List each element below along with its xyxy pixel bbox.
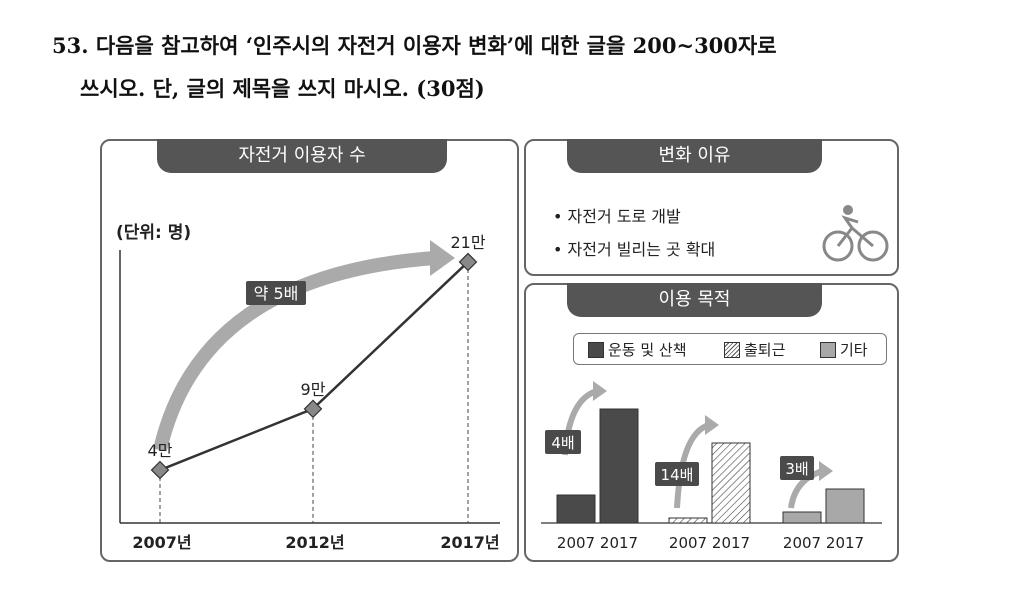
data-point: [150, 460, 170, 480]
x-tick-label: 2017: [600, 534, 638, 552]
growth-arrow: [788, 468, 824, 509]
growth-badge-label: 14배: [661, 466, 694, 484]
purpose-title: 이용 목적: [567, 283, 822, 317]
cyclist-icon: [822, 205, 889, 262]
growth-arrow-head: [819, 461, 833, 481]
data-label: 4만: [148, 441, 173, 460]
legend-swatch-other: [820, 342, 836, 358]
bar: [599, 408, 639, 524]
bar: [556, 494, 596, 524]
legend-label: 출퇴근: [744, 341, 786, 359]
legend-swatch-commute: [724, 342, 740, 358]
user-count-panel: [100, 139, 519, 562]
x-tick-label: 2017: [712, 534, 750, 552]
bar: [668, 517, 708, 524]
growth-arrow-head: [593, 381, 607, 401]
data-point: [303, 399, 323, 419]
growth-badge: [246, 281, 306, 305]
growth-badge-label: 4배: [551, 434, 574, 452]
growth-badge: [780, 456, 814, 480]
growth-badge: [655, 462, 699, 486]
growth-badge: [545, 430, 581, 454]
x-tick-label: 2007: [669, 534, 707, 552]
series-line: [159, 261, 469, 472]
growth-arrow-head: [705, 415, 719, 435]
legend-swatch-exercise: [588, 342, 604, 358]
data-label: 21만: [450, 233, 485, 252]
growth-arrow: [153, 251, 436, 452]
bar: [825, 488, 865, 524]
reason-item: • 자전거 빌리는 곳 확대: [553, 240, 716, 259]
x-tick-label: 2007: [557, 534, 595, 552]
x-tick-label: 2007년: [132, 533, 191, 552]
growth-badge-label: 3배: [785, 460, 808, 478]
growth-badge-label: 약 5배: [254, 284, 299, 303]
reasons-title: 변화 이유: [567, 139, 822, 173]
question-line-1: 53. 다음을 참고하여 ‘인주시의 자전거 이용자 변화’에 대한 글을 20…: [52, 33, 777, 58]
growth-arrow: [674, 422, 711, 509]
x-tick-label: 2007: [783, 534, 821, 552]
data-point: [458, 252, 478, 272]
x-tick-label: 2017: [826, 534, 864, 552]
bar: [711, 442, 751, 524]
unit-label: (단위: 명): [116, 223, 192, 243]
legend: 운동 및 산책 출퇴근 기타: [573, 333, 887, 365]
legend-label: 기타: [840, 341, 868, 359]
data-label: 9만: [301, 380, 326, 399]
x-tick-label: 2012년: [285, 533, 344, 552]
legend-label: 운동 및 산책: [608, 341, 687, 359]
question-line-2: 쓰시오. 단, 글의 제목을 쓰지 마시오. (30점): [80, 76, 485, 101]
bar: [782, 511, 822, 524]
x-tick-label: 2017년: [440, 533, 499, 552]
user-count-title: 자전거 이용자 수: [157, 139, 447, 173]
growth-arrow-head: [430, 240, 455, 276]
reason-item: • 자전거 도로 개발: [553, 207, 681, 226]
